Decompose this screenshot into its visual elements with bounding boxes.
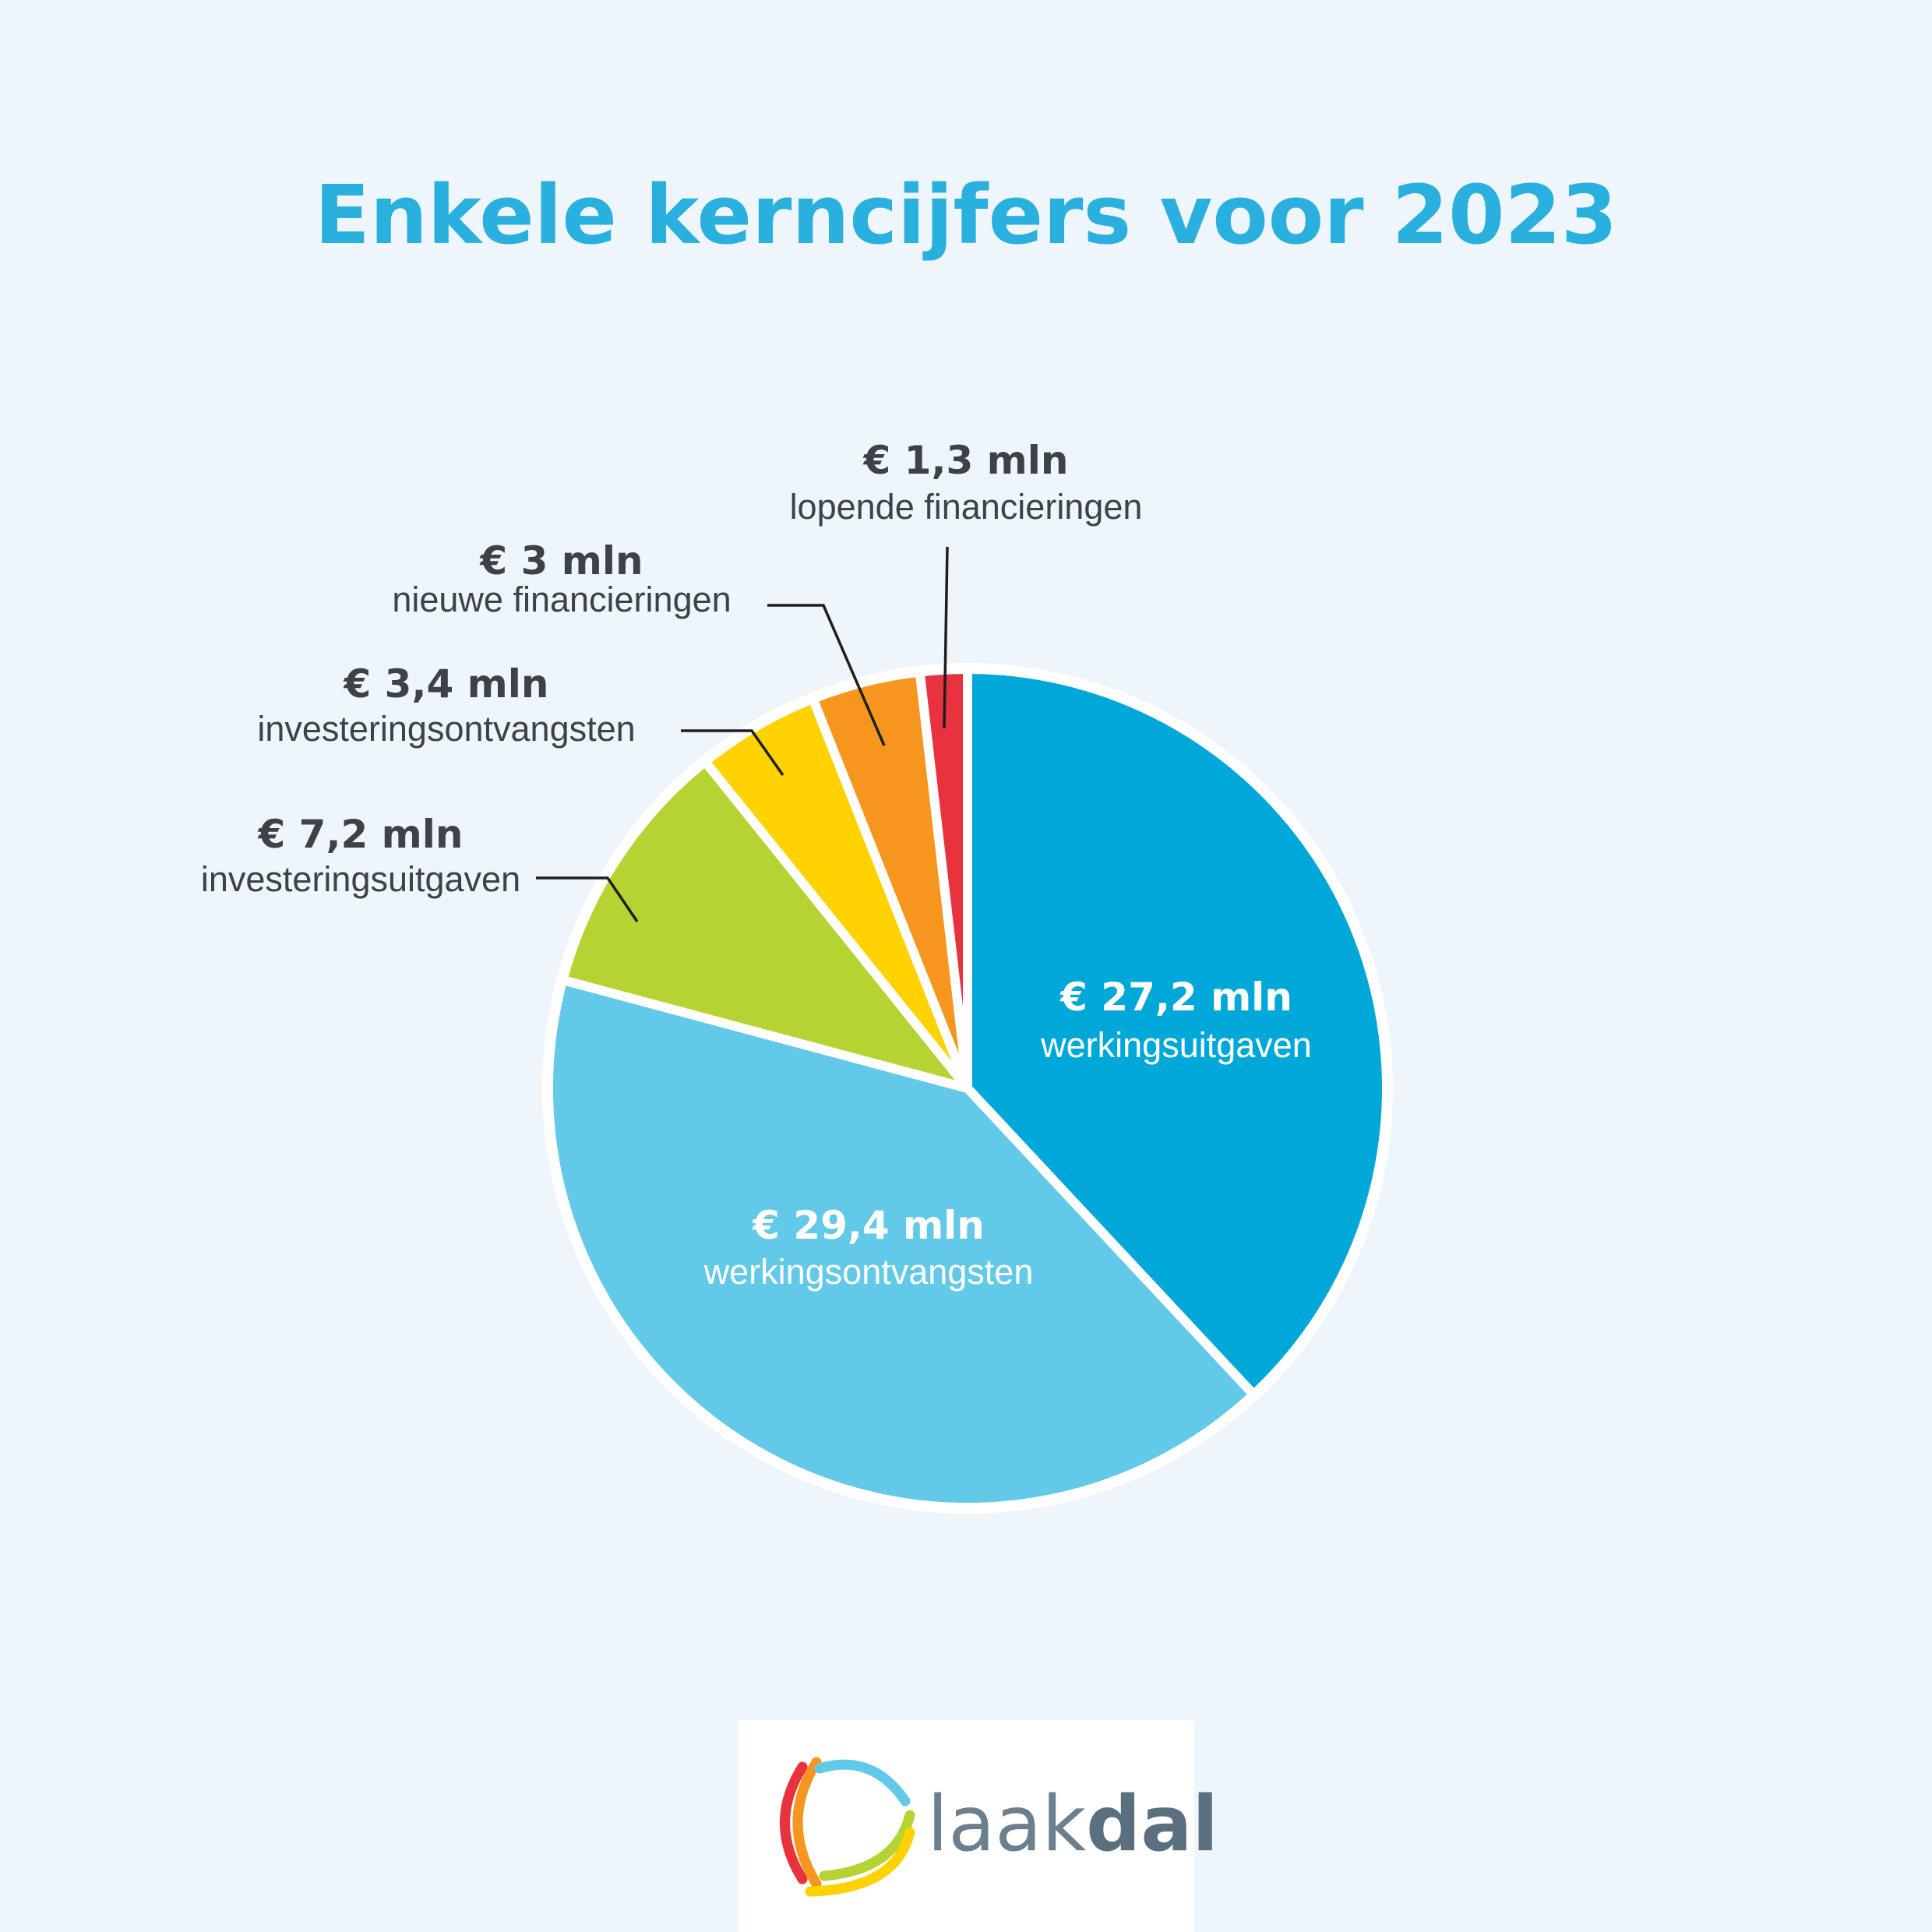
slice-category-label: werkingsontvangsten	[703, 1252, 1034, 1292]
slice-value-label: € 29,4 mln	[752, 1203, 985, 1248]
logo-text-bold: dal	[1086, 1780, 1218, 1869]
pie-slice-investeringsuitgaven	[558, 756, 972, 1093]
slice-value-label: € 1,3 mln	[862, 438, 1068, 483]
logo-box	[738, 1720, 1194, 1932]
slice-value-label: € 3,4 mln	[343, 661, 548, 707]
slice-value-label: € 3 mln	[479, 538, 643, 583]
slice-category-label: investeringsontvangsten	[257, 709, 635, 749]
leader-line	[681, 729, 784, 777]
slice-category-label: nieuwe financieringen	[392, 580, 731, 619]
slice-category-label: werkingsuitgaven	[1040, 1025, 1312, 1065]
slice-category-label: investeringsuitgaven	[201, 859, 520, 899]
logo-wordmark: laakdal	[927, 1780, 1218, 1869]
slice-value-label: € 7,2 mln	[257, 812, 463, 857]
logo-text-light: laak	[927, 1780, 1086, 1869]
leader-line	[767, 604, 886, 746]
slice-labels: € 27,2 mln werkingsuitgaven € 29,4 mlnwerk…	[201, 438, 1312, 1292]
leader-lines	[536, 546, 949, 922]
slice-category-label: lopende financieringen	[790, 487, 1143, 527]
slice-value-label: € 27,2 mln	[1059, 975, 1292, 1020]
pie-slices	[542, 663, 1393, 1514]
leader-line	[943, 546, 949, 729]
pie-slice-werkingsontvangsten	[544, 975, 1259, 1512]
pie-slice-lopende financieringen	[915, 665, 972, 1093]
pie-slice-werkingsuitgaven	[963, 665, 1391, 1400]
laakdal-logo-icon	[780, 1757, 915, 1897]
leader-line	[536, 876, 639, 922]
chart-title: Enkele kerncijfers voor 2023	[315, 167, 1617, 263]
